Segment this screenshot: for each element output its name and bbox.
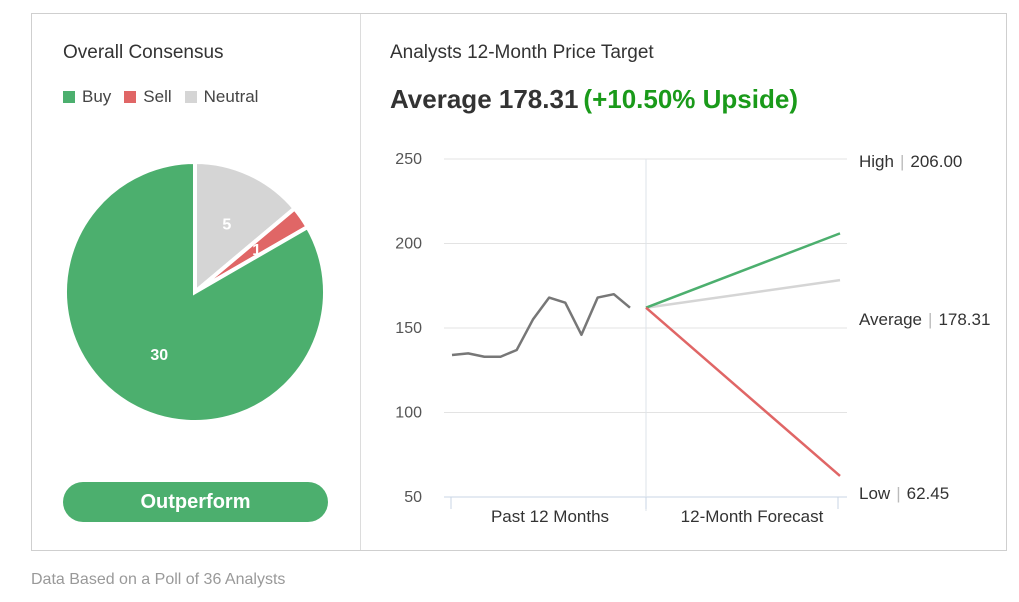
footnote: Data Based on a Poll of 36 Analysts — [31, 571, 286, 588]
legend-label-neutral: Neutral — [203, 87, 259, 106]
separator-low: | — [896, 484, 900, 503]
legend-swatch-neutral — [184, 91, 197, 103]
outperform-button[interactable]: Outperform — [63, 482, 328, 522]
legend-label-sell: Sell — [143, 87, 172, 106]
y-tick-label-200: 200 — [395, 236, 422, 253]
low-target-label: Low | 62.45 — [859, 484, 949, 503]
upside-percentage: (+10.50% Upside) — [583, 84, 798, 114]
panel-divider — [360, 14, 361, 550]
pie-label-neutral: 5 — [222, 217, 231, 234]
y-tick-label-50: 50 — [404, 489, 422, 506]
average-label-text: Average — [859, 310, 922, 329]
x-label-forecast: 12-Month Forecast — [681, 507, 824, 526]
consensus-title: Overall Consensus — [63, 42, 224, 63]
pie-slice-buy — [63, 159, 327, 424]
legend-item-neutral: Neutral — [184, 87, 259, 107]
y-tick-label-250: 250 — [395, 151, 422, 168]
legend-label-buy: Buy — [82, 87, 112, 106]
high-target-label: High | 206.00 — [859, 152, 962, 171]
separator-average: | — [928, 310, 932, 329]
average-value-text: 178.31 — [938, 310, 990, 329]
pie-label-buy: 30 — [150, 347, 168, 364]
low-value-text: 62.45 — [907, 484, 950, 503]
legend-swatch-buy — [63, 91, 75, 103]
average-target-heading: Average 178.31 (+10.50% Upside) — [390, 84, 798, 115]
forecast-low-line — [645, 306, 841, 477]
consensus-card: Overall Consensus Buy Sell Neutral 5 1 30 … — [31, 13, 1007, 551]
legend-swatch-sell — [124, 91, 137, 103]
pie-slice-neutral — [193, 159, 298, 297]
forecast-average-line — [645, 278, 841, 309]
legend-item-buy: Buy — [63, 87, 111, 107]
legend-item-sell: Sell — [124, 87, 172, 107]
price-target-title: Analysts 12-Month Price Target — [390, 42, 654, 63]
high-label-text: High — [859, 152, 894, 171]
pie-label-sell: 1 — [252, 242, 261, 259]
separator-high: | — [900, 152, 904, 171]
high-value-text: 206.00 — [910, 152, 962, 171]
y-tick-label-150: 150 — [395, 320, 422, 337]
average-target-value: Average 178.31 — [390, 84, 579, 114]
price-target-chart: 250 200 150 100 50 Past 12 Months 12-Month F… — [395, 151, 990, 526]
x-label-past: Past 12 Months — [491, 507, 609, 526]
average-target-label: Average | 178.31 — [859, 310, 990, 329]
history-price-line — [451, 292, 631, 358]
consensus-legend: Buy Sell Neutral — [63, 87, 271, 107]
y-tick-label-100: 100 — [395, 405, 422, 422]
low-label-text: Low — [859, 484, 891, 503]
forecast-high-line — [645, 232, 841, 309]
consensus-pie-chart: 5 1 30 — [63, 159, 327, 424]
